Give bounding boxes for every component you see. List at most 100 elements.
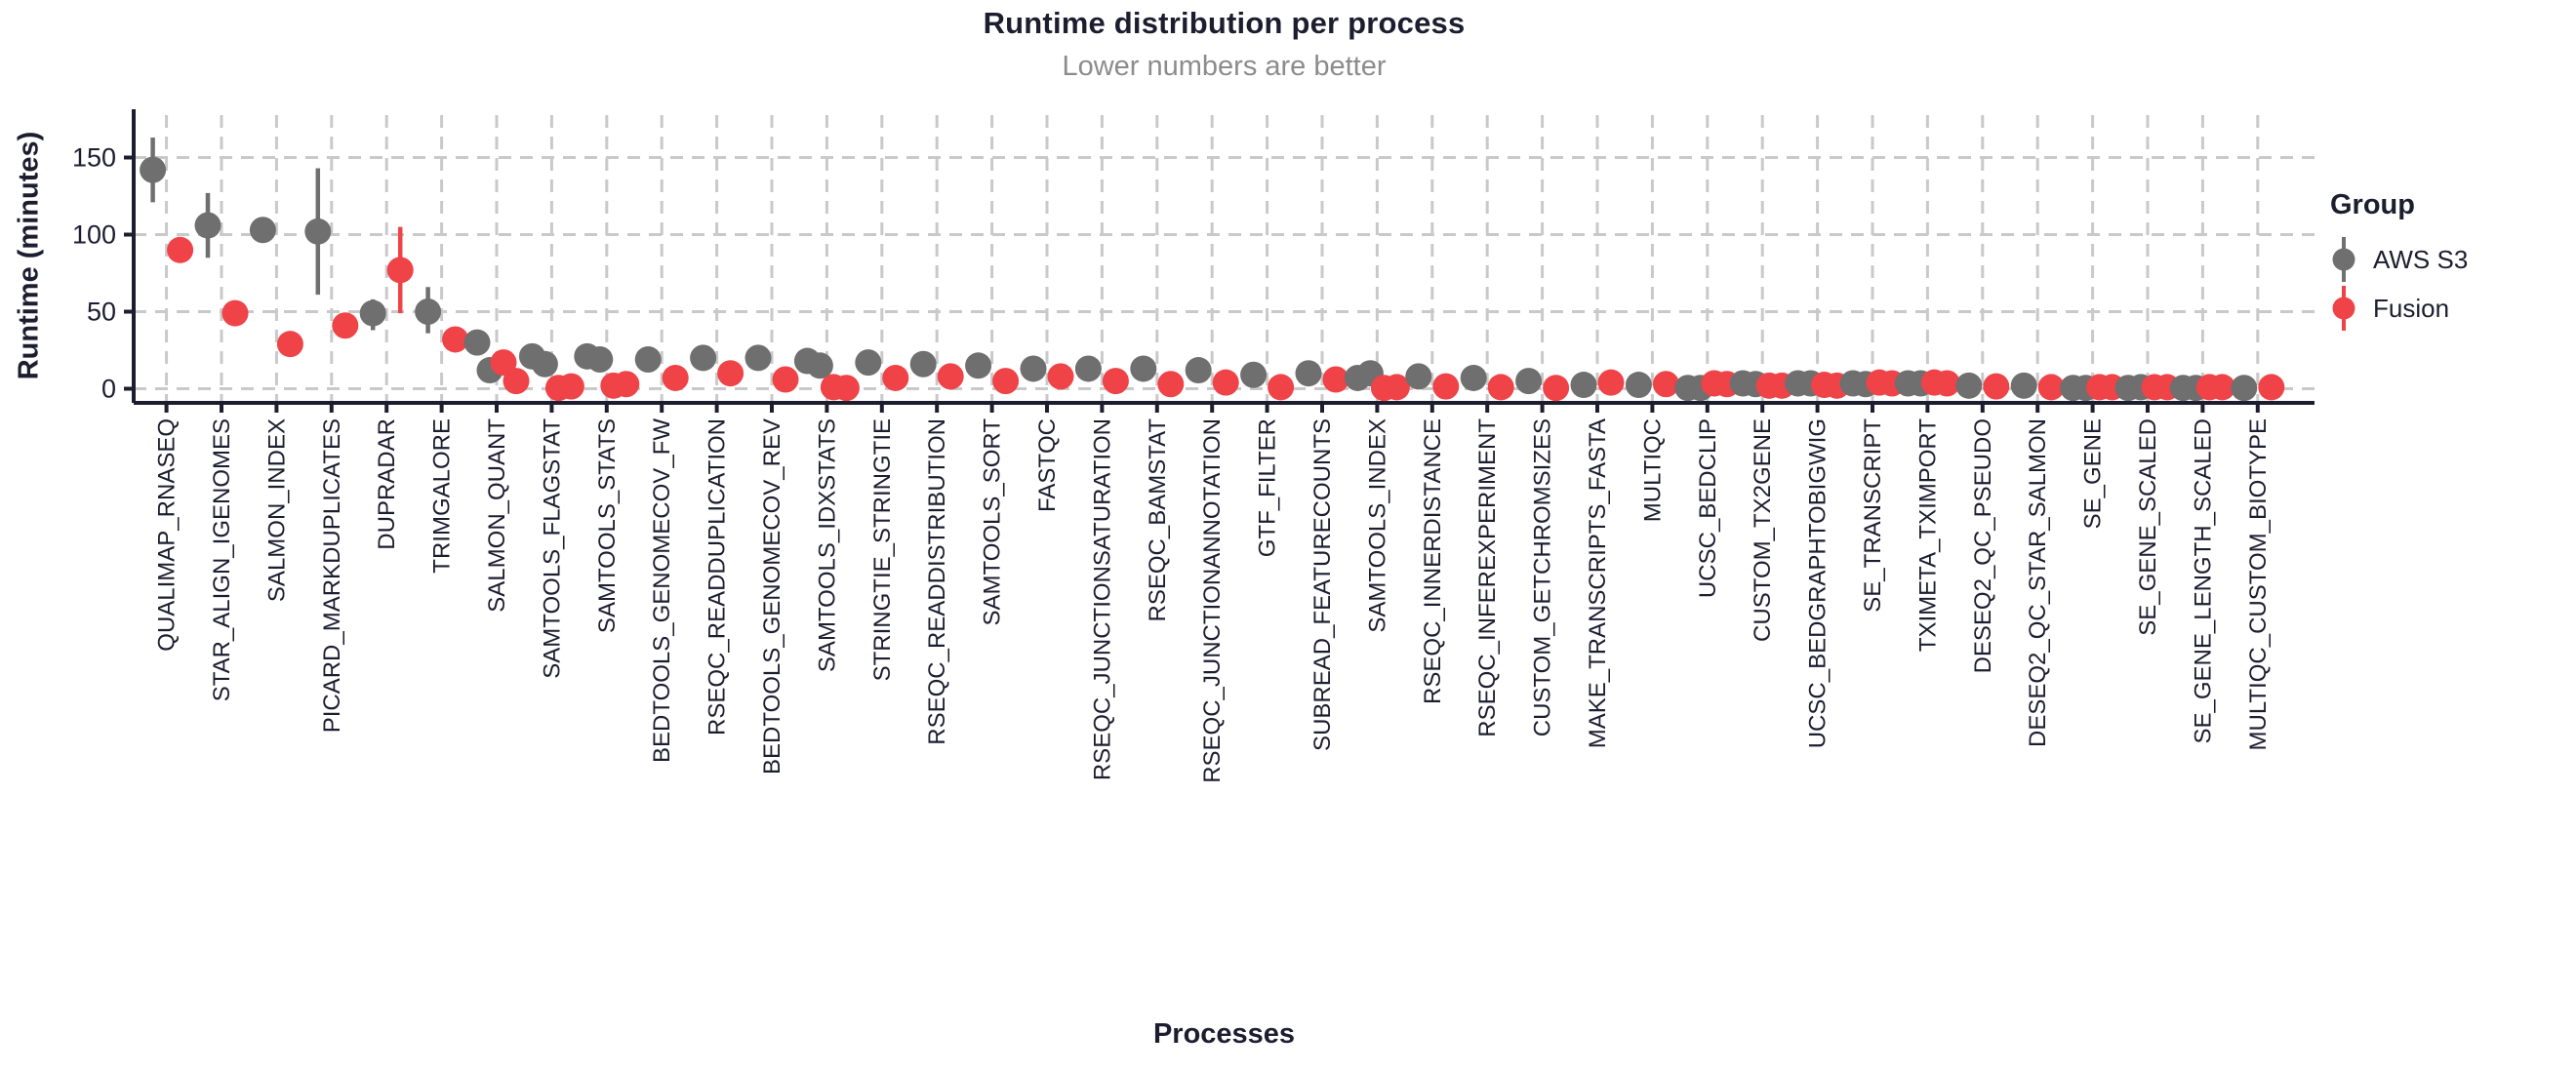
y-tick-label: 50 [87,298,116,327]
point-fusion-SAMTOOLS_SORT [992,368,1020,395]
point-aws_s3-RSEQC_READDUPLICATION [690,344,717,372]
y-axis-title: Runtime (minutes) [13,131,45,380]
point-fusion-STAR_ALIGN_IGENOMES [221,299,249,327]
x-axis-title: Processes [1152,1018,1296,1050]
point-fusion-RSEQC_INFEREXPERIMENT [1487,374,1514,401]
x-category-label: TRIMGALORE [429,418,456,574]
legend-label-aws-s3: AWS S3 [2373,244,2469,274]
x-category-label: SAMTOOLS_STATS [594,418,621,633]
point-fusion-SALMON_QUANT [503,368,530,395]
legend-key-point [2332,248,2355,271]
point-aws_s3-DUPRADAR [359,299,386,327]
point-fusion-TXIMETA_TXIMPORT [1933,370,1960,397]
point-fusion-SAMTOOLS_FLAGSTAT [557,373,584,400]
x-category-label: CUSTOM_TX2GENE [1750,418,1776,642]
x-category-label: UCSC_BEDCLIP [1695,418,1721,598]
point-aws_s3-SALMON_INDEX [249,217,276,244]
x-category-label: DESEQ2_QC_STAR_SALMON [2025,418,2051,747]
chart-subtitle: Lower numbers are better [1062,51,1387,82]
point-fusion-SALMON_QUANT [490,349,517,377]
x-category-label: QUALIMAP_RNASEQ [154,418,181,652]
point-fusion-RSEQC_READDUPLICATION [717,360,745,387]
point-fusion-SE_GENE_LENGTH_SCALED [2208,374,2235,401]
y-tick-label: 150 [72,143,116,173]
point-fusion-RSEQC_READDISTRIBUTION [937,363,964,390]
point-aws_s3-RSEQC_INFEREXPERIMENT [1460,364,1487,391]
point-aws_s3-TRIMGALORE [415,298,442,325]
point-aws_s3-SALMON_QUANT [463,329,491,356]
x-category-label: SAMTOOLS_SORT [980,418,1006,626]
legend: Group AWS S3 Fusion [2330,189,2468,333]
point-aws_s3-SUBREAD_FEATURECOUNTS [1295,360,1322,387]
x-category-label: SAMTOOLS_FLAGSTAT [539,418,565,679]
x-category-label: DESEQ2_QC_PSEUDO [1970,418,1996,673]
point-aws_s3-RSEQC_JUNCTIONANNOTATION [1185,357,1212,384]
x-category-label: SAMTOOLS_IDXSTATS [814,418,840,672]
point-fusion-FASTQC [1047,363,1074,390]
x-category-label: MULTIQC [1639,418,1666,522]
point-aws_s3-RSEQC_READDISTRIBUTION [909,350,937,378]
point-aws_s3-STRINGTIE_STRINGTIE [855,349,882,377]
point-aws_s3-RSEQC_BAMSTAT [1130,355,1157,382]
x-category-label: UCSC_BEDGRAPHTOBIGWIG [1805,418,1831,748]
point-fusion-GTF_FILTER [1268,374,1295,401]
x-category-label: FASTQC [1034,418,1061,512]
point-aws_s3-DESEQ2_QC_STAR_SALMON [2010,372,2037,399]
x-category-label: RSEQC_READDUPLICATION [704,418,731,735]
point-fusion-QUALIMAP_RNASEQ [167,236,194,263]
legend-key-point [2332,297,2355,320]
point-aws_s3-SAMTOOLS_FLAGSTAT [531,350,558,378]
point-fusion-SAMTOOLS_IDXSTATS [832,375,860,402]
point-fusion-RSEQC_JUNCTIONSATURATION [1102,368,1129,395]
y-tick-label: 0 [101,375,116,404]
legend-entry-aws-s3: AWS S3 [2330,235,2468,284]
x-category-label: SE_GENE [2080,418,2107,529]
x-category-label: STRINGTIE_STRINGTIE [869,418,896,681]
legend-key-fusion-icon [2332,286,2355,331]
point-fusion-CUSTOM_GETCHROMSIZES [1543,375,1570,402]
legend-entry-fusion: Fusion [2330,284,2468,333]
point-fusion-RSEQC_BAMSTAT [1157,371,1185,398]
legend-label-fusion: Fusion [2373,293,2450,323]
point-fusion-TRIMGALORE [442,326,469,353]
point-aws_s3-MULTIQC_CUSTOM_BIOTYPE [2231,375,2258,402]
x-category-label: RSEQC_BAMSTAT [1145,418,1171,622]
point-aws_s3-BEDTOOLS_GENOMECOV_REV [745,344,772,372]
x-category-label: CUSTOM_GETCHROMSIZES [1530,418,1556,736]
point-aws_s3-QUALIMAP_RNASEQ [140,156,167,183]
point-fusion-DESEQ2_QC_PSEUDO [1983,373,2010,400]
x-category-label: RSEQC_INFEREXPERIMENT [1474,418,1501,737]
point-fusion-BEDTOOLS_GENOMECOV_REV [772,366,799,393]
point-fusion-MULTIQC_CUSTOM_BIOTYPE [2258,374,2285,401]
point-aws_s3-SAMTOOLS_IDXSTATS [806,352,833,379]
point-fusion-SAMTOOLS_STATS [613,371,640,398]
chart-title: Runtime distribution per process [983,6,1466,40]
point-aws_s3-SAMTOOLS_STATS [586,345,614,373]
point-aws_s3-STAR_ALIGN_IGENOMES [194,212,221,239]
x-category-label: SE_TRANSCRIPT [1860,418,1886,613]
x-category-label: RSEQC_READDISTRIBUTION [924,418,950,745]
x-category-label: SE_GENE_LENGTH_SCALED [2190,418,2216,743]
x-category-label: MULTIQC_CUSTOM_BIOTYPE [2245,418,2272,751]
point-fusion-STRINGTIE_STRINGTIE [882,364,909,391]
point-fusion-SALMON_INDEX [276,331,303,358]
point-fusion-DUPRADAR [386,257,414,284]
x-category-label: STAR_ALIGN_IGENOMES [209,418,235,701]
point-fusion-BEDTOOLS_GENOMECOV_FW [662,364,689,391]
x-category-label: DUPRADAR [374,418,400,550]
x-category-label: GTF_FILTER [1255,418,1281,557]
point-aws_s3-MULTIQC [1625,372,1652,399]
point-aws_s3-DESEQ2_QC_PSEUDO [1955,372,1983,399]
point-aws_s3-RSEQC_INNERDISTANCE [1405,363,1432,390]
x-category-label: SALMON_QUANT [484,418,510,613]
x-category-label: SAMTOOLS_INDEX [1364,418,1390,633]
x-category-label: BEDTOOLS_GENOMECOV_REV [759,418,785,775]
x-category-label: SUBREAD_FEATURECOUNTS [1309,418,1336,751]
x-category-label: RSEQC_INNERDISTANCE [1420,418,1446,704]
x-category-label: MAKE_TRANSCRIPTS_FASTA [1585,418,1611,748]
y-tick-label: 100 [72,220,116,250]
point-aws_s3-RSEQC_JUNCTIONSATURATION [1074,355,1102,382]
x-category-label: RSEQC_JUNCTIONSATURATION [1089,418,1115,780]
